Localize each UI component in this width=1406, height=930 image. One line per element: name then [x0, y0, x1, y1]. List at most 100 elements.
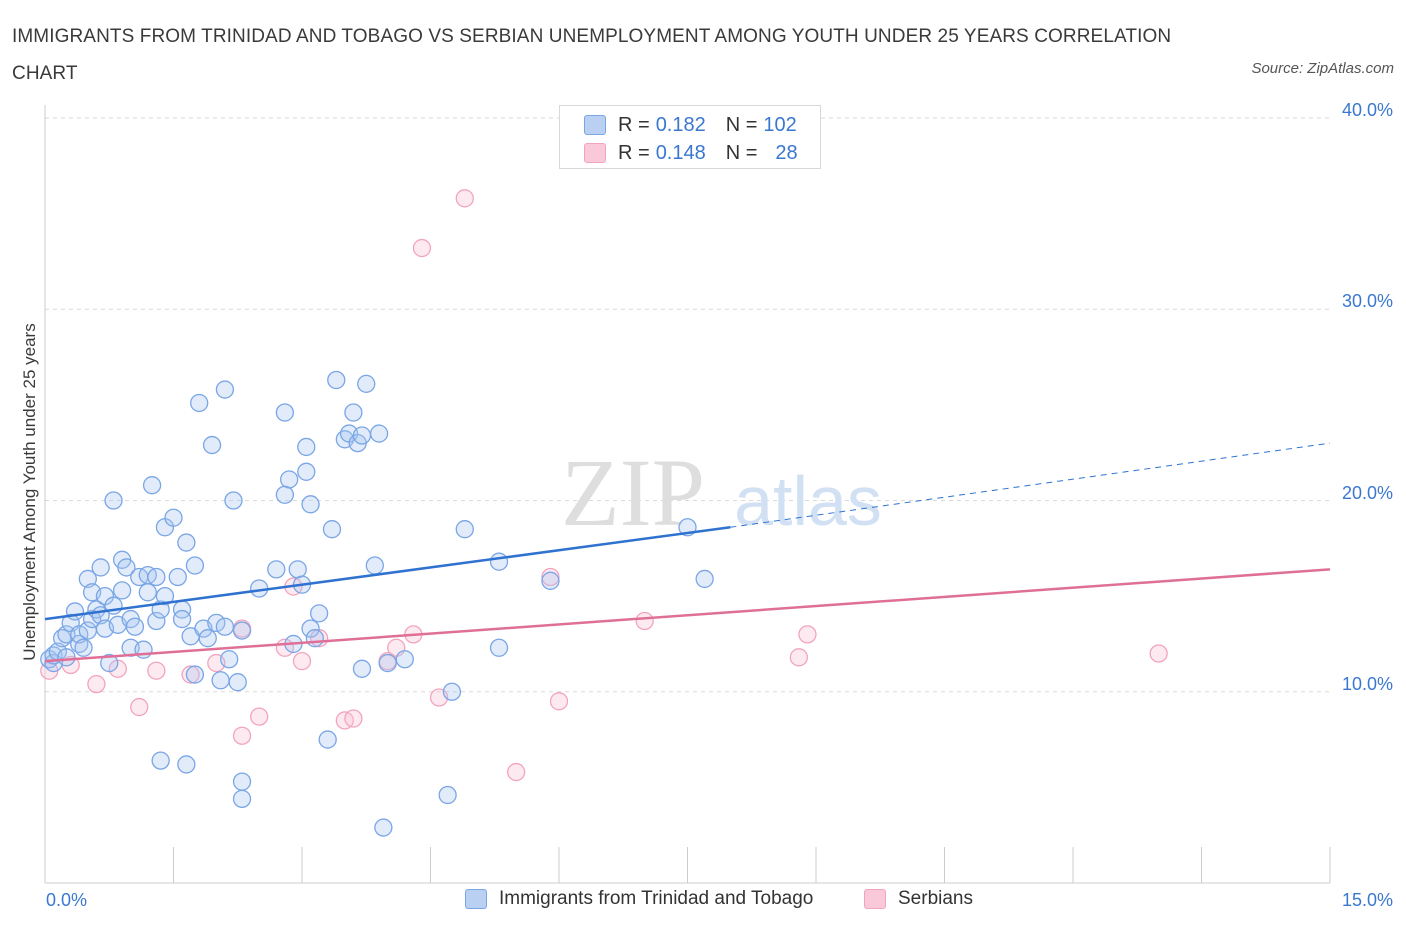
- legend-n-label: N =: [725, 113, 758, 136]
- point-trinidad: [357, 374, 376, 393]
- watermark: ZIP atlas: [561, 439, 882, 546]
- point-serbians: [412, 238, 432, 258]
- point-trinidad: [211, 671, 230, 690]
- point-trinidad: [369, 424, 389, 443]
- axes: [44, 105, 1331, 884]
- point-trinidad: [318, 730, 337, 749]
- point-trinidad: [117, 558, 136, 577]
- point-trinidad: [151, 751, 170, 770]
- point-serbians: [798, 625, 817, 644]
- point-trinidad: [232, 789, 252, 808]
- point-trinidad: [207, 613, 226, 633]
- point-trinidad: [374, 818, 393, 837]
- point-trinidad: [147, 611, 166, 631]
- point-trinidad: [82, 609, 102, 629]
- point-trinidad: [232, 621, 252, 640]
- trend-line-serbians: [44, 568, 1331, 663]
- legend-r-value: 0.182: [655, 113, 706, 136]
- point-serbians: [147, 661, 166, 680]
- point-trinidad: [288, 560, 307, 579]
- point-trinidad: [489, 552, 509, 571]
- point-trinidad: [455, 520, 474, 539]
- point-trinidad: [164, 508, 183, 527]
- point-trinidad: [352, 426, 372, 445]
- point-trinidad: [185, 556, 205, 575]
- point-trinidad: [172, 609, 192, 629]
- legend-item-serbians[interactable]: Serbians: [864, 888, 973, 910]
- chart-title: IMMIGRANTS FROM TRINIDAD AND TOBAGO VS S…: [12, 26, 1172, 84]
- point-trinidad: [57, 648, 76, 667]
- point-trinidad: [215, 617, 235, 636]
- point-trinidad: [138, 583, 157, 602]
- legend-label-serbians: Serbians: [898, 888, 973, 909]
- point-trinidad: [442, 682, 462, 701]
- legend-swatch-trinidad: [465, 889, 487, 909]
- legend-r-value: 0.148: [655, 141, 706, 164]
- point-trinidad: [267, 560, 286, 579]
- point-trinidad: [352, 659, 372, 678]
- point-trinidad: [190, 393, 209, 413]
- point-trinidad: [301, 619, 320, 638]
- point-trinidad: [168, 567, 187, 587]
- point-trinidad: [327, 370, 346, 390]
- point-trinidad: [202, 435, 222, 455]
- point-trinidad: [232, 772, 252, 791]
- legend-swatch-blue: [584, 115, 606, 135]
- point-trinidad: [279, 470, 299, 489]
- point-trinidad: [309, 604, 329, 623]
- point-trinidad: [220, 650, 239, 669]
- point-serbians: [455, 189, 474, 208]
- legend-n-value: 28: [775, 141, 798, 164]
- point-trinidad: [275, 485, 295, 504]
- trend-line-trinidad: [44, 526, 731, 621]
- point-serbians: [250, 707, 269, 726]
- grid-lines: [45, 117, 1330, 693]
- point-serbians: [232, 726, 252, 745]
- x-tick-label-max: 15.0%: [1341, 890, 1393, 910]
- point-trinidad: [438, 785, 457, 805]
- source-label: Source: ZipAtlas.com: [1251, 60, 1394, 77]
- point-trinidad: [541, 571, 560, 590]
- point-trinidad: [65, 602, 85, 621]
- legend-n-value: 102: [763, 113, 797, 136]
- point-trinidad: [198, 629, 217, 648]
- point-trinidad: [322, 520, 342, 539]
- point-trinidad: [365, 556, 384, 575]
- x-tick-label-min: 0.0%: [46, 890, 88, 910]
- point-trinidad: [112, 581, 132, 600]
- legend-n-label: N =: [725, 141, 758, 164]
- point-trinidad: [275, 403, 295, 422]
- point-trinidad: [224, 491, 243, 510]
- y-tick-label: 30.0%: [1341, 291, 1393, 312]
- point-trinidad: [378, 653, 397, 673]
- point-trinidad: [147, 567, 166, 587]
- point-trinidad: [57, 625, 76, 644]
- point-trinidad: [185, 665, 205, 684]
- point-trinidad: [100, 653, 119, 673]
- point-trinidad: [215, 380, 235, 399]
- point-serbians: [1149, 644, 1168, 663]
- point-serbians: [181, 665, 200, 684]
- point-trinidad: [489, 638, 509, 657]
- point-serbians: [635, 611, 654, 631]
- point-serbians: [507, 762, 526, 782]
- point-trinidad: [297, 462, 316, 481]
- point-trinidad: [104, 491, 123, 510]
- point-trinidad: [74, 638, 93, 657]
- point-trinidad: [305, 629, 325, 648]
- watermark-atlas: atlas: [734, 462, 882, 540]
- point-trinidad: [228, 673, 247, 692]
- legend-r-label: R =: [618, 113, 650, 136]
- watermark-zip: ZIP: [561, 439, 705, 546]
- point-serbians: [292, 652, 312, 671]
- point-trinidad: [177, 755, 196, 774]
- point-trinidad: [142, 476, 162, 495]
- y-tick-label: 40.0%: [1341, 100, 1393, 120]
- y-tick-label: 20.0%: [1341, 482, 1393, 503]
- legend-label-trinidad: Immigrants from Trinidad and Tobago: [499, 888, 814, 909]
- trend-lines: [44, 442, 1331, 663]
- point-trinidad: [91, 558, 110, 577]
- legend-item-trinidad[interactable]: Immigrants from Trinidad and Tobago: [465, 888, 813, 910]
- point-trinidad: [344, 403, 363, 422]
